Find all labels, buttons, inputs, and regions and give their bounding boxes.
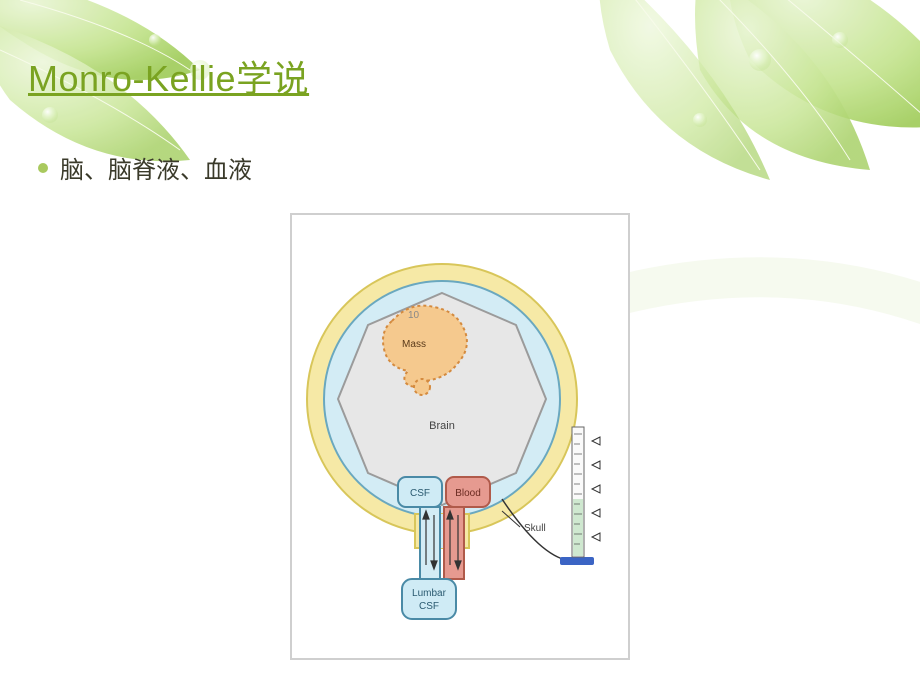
monro-kellie-diagram: Brain Mass CSF Blood — [290, 213, 630, 660]
csf-label: CSF — [410, 488, 430, 499]
bullet-item: 脑、脑脊液、血液 — [38, 150, 892, 185]
bullet-dot-icon — [38, 163, 48, 173]
blood-label: Blood — [455, 488, 481, 499]
brain-label: Brain — [429, 420, 455, 432]
mass-label: Mass — [402, 339, 426, 350]
slide-title: Monro-Kellie学说 — [28, 50, 892, 102]
bullet-text: 脑、脑脊液、血液 — [60, 150, 252, 185]
slide-number: 10 — [408, 310, 419, 321]
lumbar-label-1: Lumbar — [412, 588, 447, 599]
lumbar-label-2: CSF — [419, 601, 439, 612]
